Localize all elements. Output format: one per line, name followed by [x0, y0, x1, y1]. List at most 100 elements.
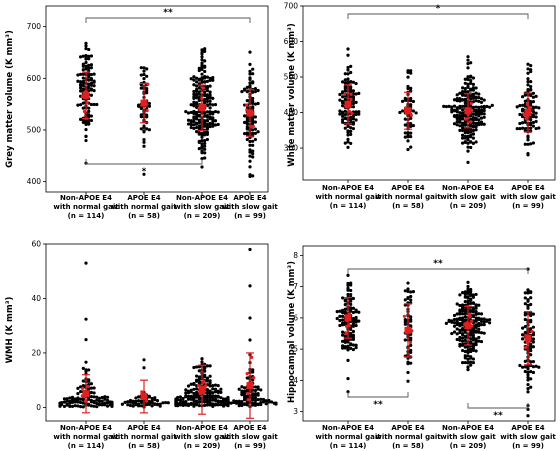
data-point — [251, 392, 255, 396]
highlight-point — [468, 120, 473, 124]
data-point — [248, 284, 252, 288]
data-point — [81, 366, 85, 370]
data-point — [349, 118, 353, 122]
data-point — [139, 399, 143, 403]
data-point — [256, 403, 260, 407]
data-point — [232, 399, 236, 403]
data-point — [197, 375, 201, 379]
data-point — [409, 89, 413, 93]
data-point — [208, 111, 212, 116]
data-point — [458, 316, 462, 320]
data-point — [409, 336, 413, 340]
data-point — [251, 403, 255, 407]
data-point — [349, 331, 353, 336]
data-point — [79, 89, 83, 93]
data-point — [251, 143, 255, 147]
data-point — [341, 104, 345, 108]
data-point — [213, 103, 218, 107]
data-point — [65, 402, 69, 406]
data-point — [343, 81, 347, 85]
data-point — [477, 321, 481, 326]
data-point — [531, 360, 536, 364]
data-point — [87, 115, 91, 119]
data-point — [270, 400, 274, 404]
data-point — [89, 398, 93, 403]
data-point — [479, 339, 484, 344]
data-point — [452, 321, 457, 325]
data-point — [469, 74, 473, 78]
data-point — [523, 317, 527, 322]
data-point — [205, 75, 209, 79]
data-point — [354, 315, 358, 320]
data-point — [181, 403, 185, 408]
data-point — [357, 91, 361, 95]
data-point — [343, 78, 347, 82]
data-point — [346, 340, 350, 344]
data-point — [458, 128, 462, 132]
data-point — [62, 397, 66, 401]
data-point — [529, 126, 533, 130]
data-point — [245, 132, 249, 136]
data-point — [474, 349, 478, 353]
category-label: Non-APOE E4 — [442, 424, 494, 432]
data-point — [463, 86, 467, 91]
data-point — [490, 103, 494, 107]
data-point — [466, 289, 470, 294]
data-point — [482, 108, 486, 113]
data-point — [192, 397, 196, 401]
data-point — [341, 333, 345, 337]
data-point — [409, 99, 413, 103]
data-point — [409, 96, 413, 101]
data-point — [529, 101, 533, 105]
data-point — [466, 82, 470, 86]
data-point — [186, 394, 191, 399]
data-point — [474, 91, 478, 95]
data-point — [81, 68, 85, 72]
data-point — [81, 83, 85, 88]
data-point — [521, 333, 525, 337]
data-point — [205, 132, 209, 137]
data-point — [461, 333, 465, 337]
data-point — [537, 106, 541, 110]
data-point — [203, 141, 207, 146]
data-point — [452, 104, 457, 108]
data-point — [200, 149, 204, 153]
data-point — [471, 88, 475, 92]
category-label: (n = 114) — [330, 202, 367, 210]
data-point — [343, 303, 347, 307]
data-point — [341, 346, 345, 350]
data-point — [455, 322, 459, 327]
data-point — [354, 118, 358, 122]
highlight-point — [250, 355, 254, 360]
data-point — [65, 397, 69, 401]
data-point — [84, 64, 88, 68]
data-point — [197, 90, 201, 94]
data-point — [219, 387, 223, 391]
data-point — [203, 394, 207, 398]
data-point — [100, 395, 104, 400]
data-point — [259, 388, 263, 392]
data-point — [248, 165, 252, 169]
data-point — [200, 72, 204, 76]
data-point — [253, 385, 257, 389]
data-point — [474, 105, 478, 109]
data-point — [523, 99, 527, 103]
highlight-point — [82, 109, 87, 114]
data-point — [469, 328, 473, 333]
data-point — [203, 97, 207, 102]
data-point — [178, 398, 182, 402]
data-point — [142, 140, 146, 144]
data-point — [526, 291, 530, 295]
data-point — [531, 95, 536, 99]
significance-label: ** — [163, 8, 173, 18]
data-point — [526, 80, 530, 84]
data-point — [338, 314, 342, 318]
data-point — [251, 155, 255, 159]
data-point — [174, 397, 178, 401]
data-point — [463, 89, 467, 94]
data-point — [534, 119, 538, 124]
data-point — [469, 347, 473, 351]
data-point — [474, 337, 478, 341]
data-point — [79, 405, 83, 409]
data-point — [226, 395, 230, 400]
